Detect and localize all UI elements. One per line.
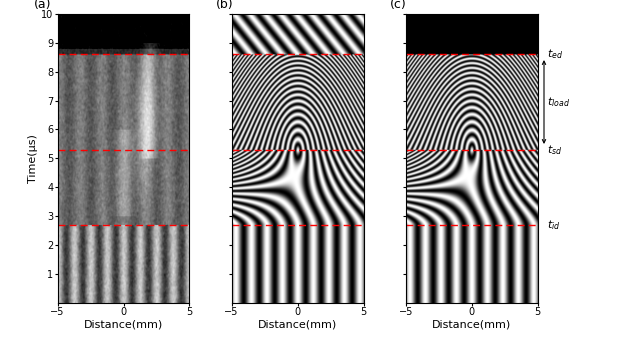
Text: $t_{sd}$: $t_{sd}$ [547,143,563,157]
Y-axis label: Time(μs): Time(μs) [28,134,38,183]
Text: $t_{id}$: $t_{id}$ [547,218,561,232]
X-axis label: Distance(mm): Distance(mm) [432,320,511,330]
Text: (c): (c) [390,0,406,11]
X-axis label: Distance(mm): Distance(mm) [84,320,163,330]
Text: (b): (b) [216,0,234,11]
Text: $t_{load}$: $t_{load}$ [547,95,570,109]
X-axis label: Distance(mm): Distance(mm) [258,320,337,330]
Text: $t_{ed}$: $t_{ed}$ [547,47,563,61]
Text: (a): (a) [34,0,51,11]
